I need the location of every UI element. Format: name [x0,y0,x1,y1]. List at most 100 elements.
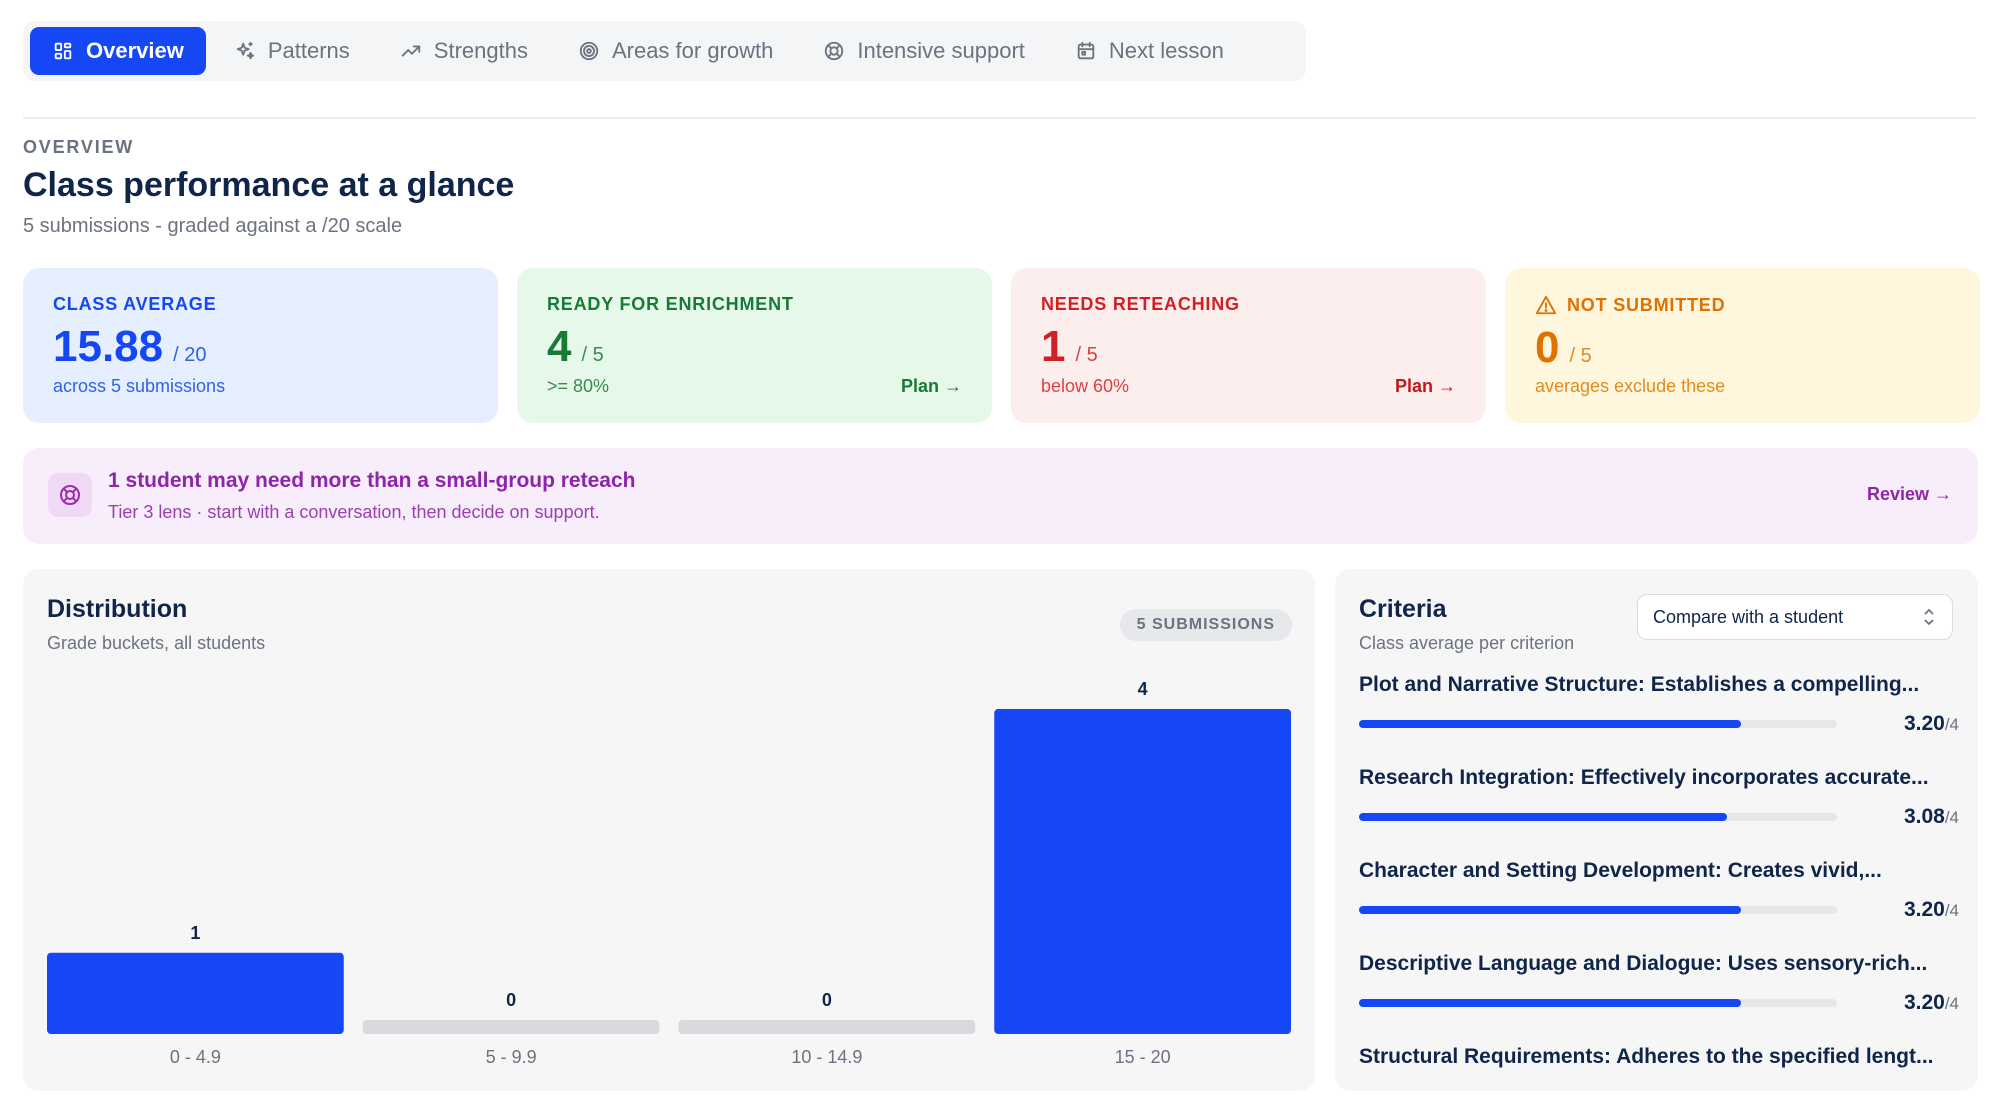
card-value: 1 [1041,322,1066,371]
card-denominator: / 5 [581,344,604,366]
tab-label: Strengths [433,38,528,63]
card-value: 0 [1535,323,1560,372]
distribution-chart: 1 0 - 4.9 0 5 - 9.9 0 10 - 14.9 4 15 - 20 [47,679,1291,1067]
tab-strengths[interactable]: Strengths [378,27,550,75]
tab-overview[interactable]: Overview [30,27,206,75]
bar-1 [362,1020,660,1034]
x-tick-label: 15 - 20 [1115,1047,1171,1067]
card-note: across 5 submissions [53,376,226,396]
criterion-score-max: /4 [1944,715,1959,734]
card-note: >= 80% [547,376,610,396]
criterion-score: 3.20/4 [1904,898,1959,922]
class-average-card: CLASS AVERAGE 15.88 / 20 across 5 submis… [23,268,498,423]
criterion-score-value: 3.20 [1903,991,1945,1014]
card-denominator: / 5 [1075,344,1098,366]
banner-icon-box [48,473,92,517]
card-value: 4 [547,322,572,371]
card-label: NEEDS RETEACHING [1041,294,1240,314]
criterion-score: 3.20/4 [1904,712,1959,736]
criterion-progress-track [1359,720,1837,728]
criterion-name: Structural Requirements: Adheres to the … [1359,1045,1934,1068]
grid-icon [54,42,72,60]
tab-intensive-support[interactable]: Intensive support [801,27,1047,75]
section-eyebrow: OVERVIEW [23,137,135,157]
trending-up-icon [401,45,420,57]
criterion-name: Character and Setting Development: Creat… [1359,859,1882,882]
banner-subtitle: Tier 3 lens · start with a conversation,… [108,502,600,522]
criterion-score-value: 3.20 [1903,712,1945,735]
banner-title: 1 student may need more than a small-gro… [108,469,636,492]
criterion-score-max: /4 [1944,808,1959,827]
tab-label: Areas for growth [611,38,774,63]
card-denominator: / 20 [173,344,207,366]
calendar-icon [1077,41,1095,60]
bar-value-label: 4 [1138,679,1148,699]
lifebuoy-icon [60,485,80,505]
lifebuoy-icon [825,41,844,61]
x-tick-label: 5 - 9.9 [486,1047,537,1067]
warning-icon [1535,295,1557,315]
tab-next-lesson[interactable]: Next lesson [1053,27,1246,75]
submissions-badge: 5 SUBMISSIONS [1119,609,1292,641]
tab-label: Next lesson [1108,38,1224,63]
criteria-panel: Criteria Class average per criterion Com… [1335,569,1978,1091]
criterion-item: Structural Requirements: Adheres to the … [1359,1045,1959,1091]
tab-label: Patterns [267,38,350,63]
criterion-progress-track [1359,999,1837,1007]
x-tick-label: 10 - 14.9 [791,1047,862,1067]
criterion-item: Descriptive Language and Dialogue: Uses … [1359,952,1959,1045]
criteria-list: Plot and Narrative Structure: Establishe… [1359,673,1959,1091]
x-tick-label: 0 - 4.9 [170,1047,221,1067]
card-denominator: / 5 [1569,345,1592,367]
criterion-name: Plot and Narrative Structure: Establishe… [1359,673,1920,696]
tab-bar: Overview Patterns Strengths Areas for gr… [23,21,1306,81]
tab-patterns[interactable]: Patterns [212,27,372,75]
criterion-score-value: 3.20 [1903,898,1945,921]
card-label: CLASS AVERAGE [53,294,217,314]
distribution-subtitle: Grade buckets, all students [47,633,266,653]
criterion-progress-fill [1359,720,1742,728]
card-label: NOT SUBMITTED [1567,294,1726,315]
bar-value-label: 0 [822,990,832,1010]
card-note: below 60% [1041,376,1130,396]
criterion-item: Plot and Narrative Structure: Establishe… [1359,673,1959,766]
chevron-up-down-icon [1924,608,1934,626]
card-note: averages exclude these [1535,376,1726,396]
review-link[interactable]: Review → [1866,484,1952,504]
enrichment-plan-link[interactable]: Plan → [900,376,962,396]
bar-value-label: 1 [190,923,200,943]
criterion-name: Descriptive Language and Dialogue: Uses … [1359,952,1928,975]
criterion-score: 3.20/4 [1904,991,1959,1015]
intensive-support-banner: 1 student may need more than a small-gro… [23,448,1978,544]
criteria-subtitle: Class average per criterion [1359,633,1575,653]
criterion-progress-track [1359,906,1837,914]
criterion-name: Research Integration: Effectively incorp… [1359,766,1929,789]
criterion-progress-fill [1359,813,1728,821]
bar-3 [994,709,1291,1034]
criterion-progress-fill [1359,999,1742,1007]
card-value: 15.88 [53,322,164,371]
page-title: Class performance at a glance [23,166,515,204]
reteach-card: NEEDS RETEACHING 1 / 5 below 60% Plan → [1011,268,1486,423]
distribution-panel: 1 0 - 4.9 0 5 - 9.9 0 10 - 14.9 4 15 - 20 Distr… [23,569,1315,1091]
bar-0 [47,952,344,1034]
enrichment-card: READY FOR ENRICHMENT 4 / 5 >= 80% Plan → [517,268,992,423]
reteach-plan-link[interactable]: Plan → [1394,376,1456,396]
criterion-item: Research Integration: Effectively incorp… [1359,766,1959,859]
bar-value-label: 0 [506,990,516,1010]
tab-label: Intensive support [857,38,1025,63]
distribution-title: Distribution [47,595,188,623]
bar-2 [678,1020,976,1034]
card-label: READY FOR ENRICHMENT [547,294,794,314]
page-subtitle: 5 submissions - graded against a /20 sca… [23,215,403,237]
criterion-score-max: /4 [1944,901,1959,920]
compare-select-label: Compare with a student [1653,606,1844,627]
criterion-score-max: /4 [1944,994,1959,1013]
criteria-title: Criteria [1359,595,1447,623]
compare-student-select[interactable]: Compare with a student [1637,594,1953,640]
not-submitted-card: NOT SUBMITTED 0 / 5 averages exclude the… [1505,268,1980,423]
tab-areas-for-growth[interactable]: Areas for growth [556,27,795,75]
header-divider [23,117,1976,119]
tab-label: Overview [86,38,184,63]
criterion-progress-track [1359,813,1837,821]
